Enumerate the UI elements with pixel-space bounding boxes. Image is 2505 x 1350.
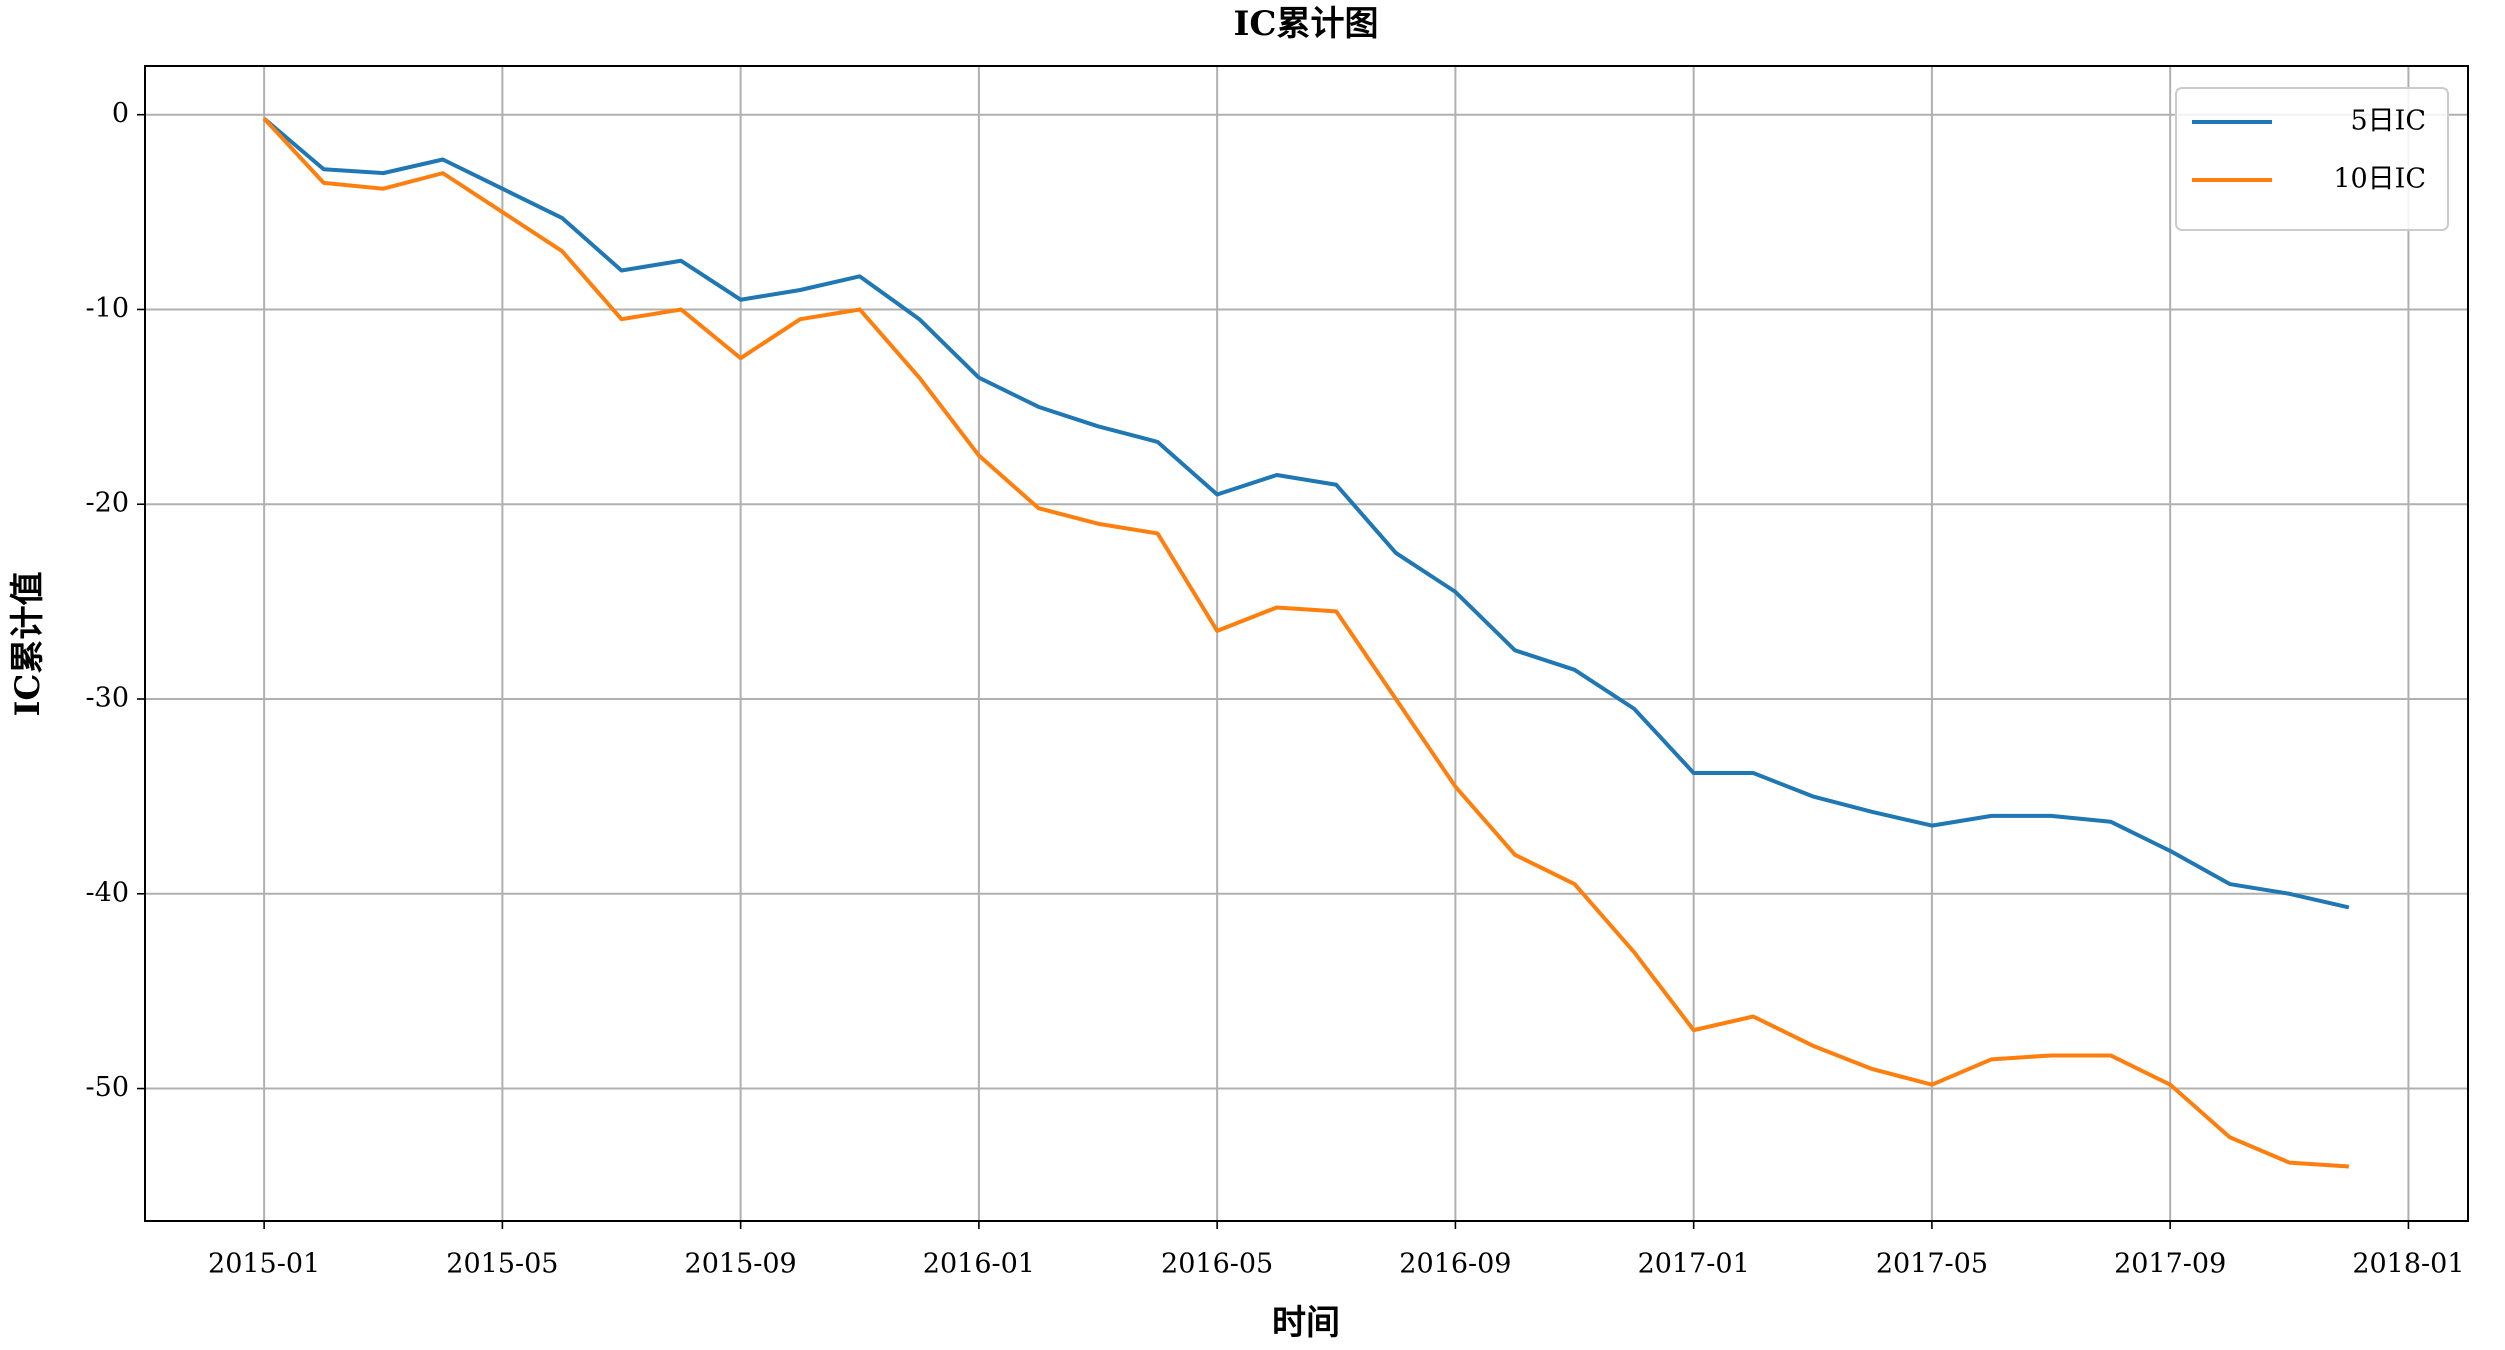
x-tick-label: 2015-09 — [685, 1249, 797, 1280]
y-axis-label: IC累计值 — [8, 572, 48, 717]
y-tick-label: -40 — [86, 877, 129, 908]
x-tick-label: 2016-09 — [1399, 1249, 1511, 1280]
x-tick-label: 2017-09 — [2114, 1249, 2226, 1280]
data-line — [262, 117, 2350, 910]
x-tick-label: 2015-05 — [446, 1249, 558, 1280]
data-line — [262, 117, 2350, 1169]
legend-label: 10日IC — [2333, 164, 2426, 195]
y-tick-label: 0 — [112, 98, 129, 129]
y-tick-label: -50 — [86, 1072, 129, 1103]
y-tick-label: -20 — [86, 488, 129, 519]
x-tick-label: 2016-01 — [923, 1249, 1035, 1280]
plot-frame — [144, 65, 2469, 1222]
y-tick-label: -10 — [86, 293, 129, 324]
x-tick-label: 2015-01 — [208, 1249, 320, 1280]
x-tick-label: 2017-01 — [1638, 1249, 1750, 1280]
y-tick-label: -30 — [86, 683, 129, 714]
legend: 5日IC 10日IC — [2175, 87, 2449, 231]
x-tick-label: 2016-05 — [1161, 1249, 1273, 1280]
chart-title: IC累计图 — [1234, 4, 1379, 44]
legend-label: 5日IC — [2350, 106, 2426, 137]
x-axis-label: 时间 — [1272, 1303, 1340, 1343]
x-tick-label: 2017-05 — [1876, 1249, 1988, 1280]
x-tick-label: 2018-01 — [2352, 1249, 2464, 1280]
